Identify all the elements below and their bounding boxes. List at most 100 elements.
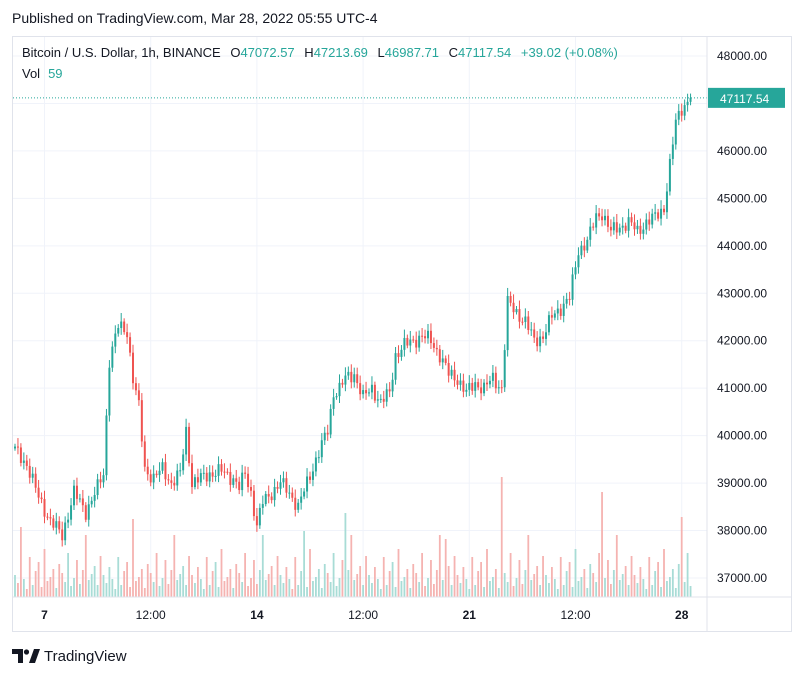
volume-bar [250, 578, 252, 597]
volume-bar [506, 582, 509, 597]
volume-bar [64, 582, 67, 597]
volume-bar [214, 562, 217, 597]
candle-body [586, 239, 589, 251]
volume-bar [568, 562, 571, 597]
volume-bar [651, 585, 654, 597]
volume-bar [199, 579, 202, 597]
volume-bar [303, 531, 305, 597]
candle-body [671, 144, 674, 159]
volume-bar [615, 535, 618, 597]
volume-bar [99, 556, 102, 597]
volume-bar [636, 583, 639, 597]
candle-body [630, 217, 633, 223]
candle-body [657, 212, 660, 219]
volume-bar [400, 581, 403, 597]
candle-body [400, 349, 403, 357]
volume-bar [61, 573, 64, 597]
volume-bar [430, 560, 432, 597]
candle-body [506, 296, 509, 351]
volume-bar [176, 580, 179, 597]
price-tick-label: 38000.00 [717, 524, 767, 538]
volume-bar [630, 556, 633, 597]
legend-close-label: C [448, 45, 459, 60]
candle-body [87, 504, 90, 520]
time-axis[interactable]: 7 12:00 14 12:00 21 12:00 28 [13, 596, 791, 622]
price-axis[interactable]: 48000.0047000.0046000.0045000.0044000.00… [706, 37, 785, 631]
candle-body [303, 491, 306, 497]
candle-body [486, 382, 488, 385]
candle-body [565, 298, 568, 304]
candle-body [247, 473, 250, 487]
candle-body [347, 371, 350, 376]
volume-bar [279, 575, 282, 597]
candle-body [509, 296, 512, 303]
candle-body [686, 101, 689, 106]
volume-bar [188, 556, 190, 597]
volume-bar [256, 584, 258, 597]
candle-body [550, 315, 553, 318]
candle-body [84, 505, 87, 520]
candle-body [102, 475, 105, 483]
tradingview-logo-icon [12, 649, 40, 663]
candle-body [208, 472, 211, 482]
candle-body [46, 516, 49, 518]
candle-body [123, 321, 126, 333]
candle-body [164, 462, 167, 480]
legend-symbol: Bitcoin / U.S. Dollar, 1h, BINANCE [22, 45, 221, 60]
candle-body [134, 383, 137, 391]
candle-body [633, 222, 636, 230]
volume-bar [604, 578, 606, 597]
candle-body [250, 486, 252, 491]
volume-bar [17, 583, 19, 597]
volume-bar [574, 549, 577, 597]
price-tick-label: 46000.00 [717, 144, 767, 158]
volume-bar [146, 564, 149, 597]
volume-bar [167, 584, 170, 597]
candle-body [415, 339, 418, 348]
candle-body [494, 372, 497, 389]
candle-body [229, 471, 232, 485]
volume-bar [559, 557, 562, 597]
candle-body [488, 380, 491, 385]
candle-body [654, 212, 657, 214]
volume-bar [556, 589, 559, 597]
candle-body [521, 321, 524, 323]
volume-bar [633, 575, 636, 597]
candle-body [500, 387, 503, 389]
candle-body [663, 208, 665, 213]
volume-bar [459, 583, 462, 597]
volume-bar [657, 562, 659, 597]
candle-body [252, 490, 255, 517]
volume-bar [108, 567, 111, 597]
volume-bar [565, 571, 568, 597]
legend-open: 47072.57 [240, 45, 295, 60]
candle-body [589, 226, 592, 240]
price-chart[interactable]: 48000.0047000.0046000.0045000.0044000.00… [13, 37, 791, 631]
candle-body [16, 446, 19, 448]
volume-bar [610, 584, 612, 597]
volume-bar [238, 573, 241, 597]
volume-bar [477, 571, 480, 597]
volume-bar [409, 588, 412, 597]
candle-body [179, 470, 182, 472]
candle-body [199, 473, 202, 483]
volume-bar [639, 567, 642, 597]
volume-bar [403, 577, 406, 597]
candle-body [583, 245, 586, 251]
candle-body [553, 313, 556, 318]
volume-bar [344, 513, 347, 597]
volume-bar [424, 586, 426, 597]
volume-bar [52, 569, 55, 597]
candle-body [465, 389, 468, 392]
volume-bar [586, 588, 589, 597]
candle-body [279, 482, 282, 489]
candle-body [580, 245, 583, 256]
tradingview-brand[interactable]: TradingView [12, 647, 127, 665]
candle-body [78, 498, 81, 500]
candle-body [515, 309, 518, 313]
volume-bar [642, 579, 645, 597]
candle-body [353, 374, 356, 383]
time-tick-label: 21 [463, 608, 477, 622]
volume-bar [25, 589, 28, 597]
volume-bar [129, 587, 131, 597]
